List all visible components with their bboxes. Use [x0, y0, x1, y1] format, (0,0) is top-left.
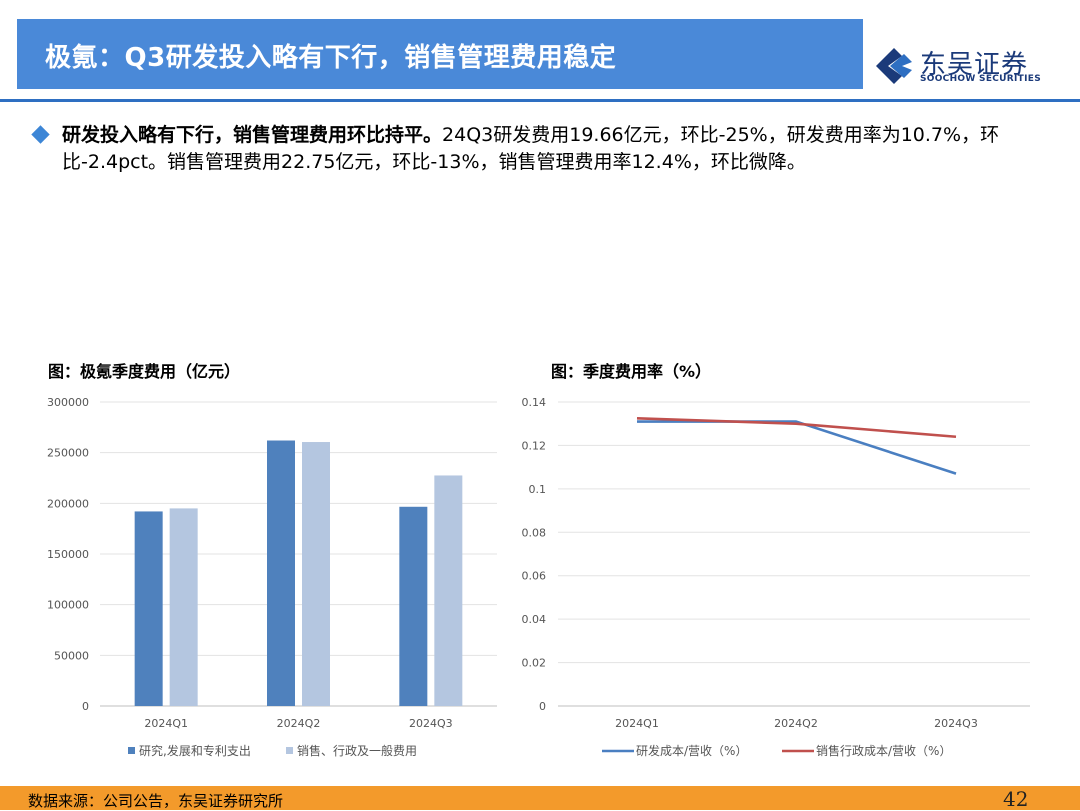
- page-title: 极氪：Q3研发投入略有下行，销售管理费用稳定: [45, 43, 617, 73]
- y-tick-label: 200000: [47, 497, 89, 510]
- y-tick-label: 0.1: [529, 483, 547, 496]
- title-bar: 极氪：Q3研发投入略有下行，销售管理费用稳定: [17, 19, 863, 89]
- right-chart-title: 图：季度费用率（%）: [551, 362, 712, 381]
- legend-label: 销售行政成本/营收（%）: [816, 743, 951, 758]
- bar-rd: [134, 511, 163, 706]
- page-number: 42: [1003, 787, 1029, 811]
- footer-bar: [0, 786, 1080, 810]
- bar-sga: [169, 508, 198, 706]
- bar-sga: [302, 442, 330, 706]
- bar-rd: [267, 440, 295, 706]
- y-tick-label: 100000: [47, 599, 89, 612]
- y-tick-label: 0.06: [522, 570, 547, 583]
- y-tick-label: 150000: [47, 548, 89, 561]
- legend-label: 销售、行政及一般费用: [297, 743, 417, 758]
- expense-ratio-line-chart: 0 0.02 0.04 0.06 0.08 0.1 0.12 0.14 2024Q1 2024Q2…: [522, 396, 1030, 758]
- y-tick-label: 0.14: [522, 396, 547, 409]
- soochow-logo-icon: [876, 48, 912, 84]
- diamond-bullet-icon: [31, 125, 50, 144]
- bar-sga: [434, 475, 463, 706]
- x-tick-label: 2024Q2: [774, 717, 818, 730]
- legend-swatch: [128, 747, 135, 754]
- y-tick-label: 250000: [47, 447, 89, 460]
- bullet-point: 研发投入略有下行，销售管理费用环比持平。24Q3研发费用19.66亿元，环比-2…: [31, 122, 1064, 176]
- y-tick-label: 0: [539, 700, 546, 713]
- bullet-body: 24Q3研发费用19.66亿元，环比-25%，研发费用率为10.7%，环比-2.…: [62, 124, 1000, 173]
- logo-en-text: SOOCHOW SECURITIES: [920, 74, 1041, 84]
- x-tick-label: 2024Q1: [615, 717, 659, 730]
- y-tick-label: 0.04: [522, 613, 547, 626]
- y-tick-label: 0.02: [522, 657, 547, 670]
- legend-label: 研发成本/营收（%）: [636, 743, 747, 758]
- legend-label: 研究,发展和专利支出: [139, 743, 251, 758]
- header-divider: [0, 99, 1080, 102]
- y-tick-label: 300000: [47, 396, 89, 409]
- data-source: 数据来源：公司公告，东吴证券研究所: [28, 792, 284, 810]
- x-tick-label: 2024Q3: [934, 717, 978, 730]
- x-tick-label: 2024Q1: [144, 717, 188, 730]
- legend-swatch: [286, 747, 293, 754]
- x-tick-label: 2024Q3: [409, 717, 453, 730]
- series-line-rd: [637, 420, 957, 475]
- bar-rd: [399, 506, 428, 706]
- y-tick-label: 50000: [54, 649, 89, 662]
- x-tick-label: 2024Q2: [277, 717, 321, 730]
- y-tick-label: 0.08: [522, 526, 547, 539]
- expense-bar-chart: 0 50000 100000 150000 200000 250000 300000 2024…: [47, 396, 497, 758]
- left-chart-title: 图：极氪季度费用（亿元）: [48, 362, 241, 381]
- bullet-text: 研发投入略有下行，销售管理费用环比持平。24Q3研发费用19.66亿元，环比-2…: [62, 122, 1064, 176]
- y-tick-label: 0.12: [522, 439, 547, 452]
- bullet-bold: 研发投入略有下行，销售管理费用环比持平。: [62, 124, 443, 146]
- logo-cn-text: 东吴证券: [920, 50, 1029, 80]
- y-tick-label: 0: [82, 700, 89, 713]
- company-logo: 东吴证券 SOOCHOW SECURITIES: [868, 40, 1068, 92]
- series-line-sga: [636, 416, 957, 439]
